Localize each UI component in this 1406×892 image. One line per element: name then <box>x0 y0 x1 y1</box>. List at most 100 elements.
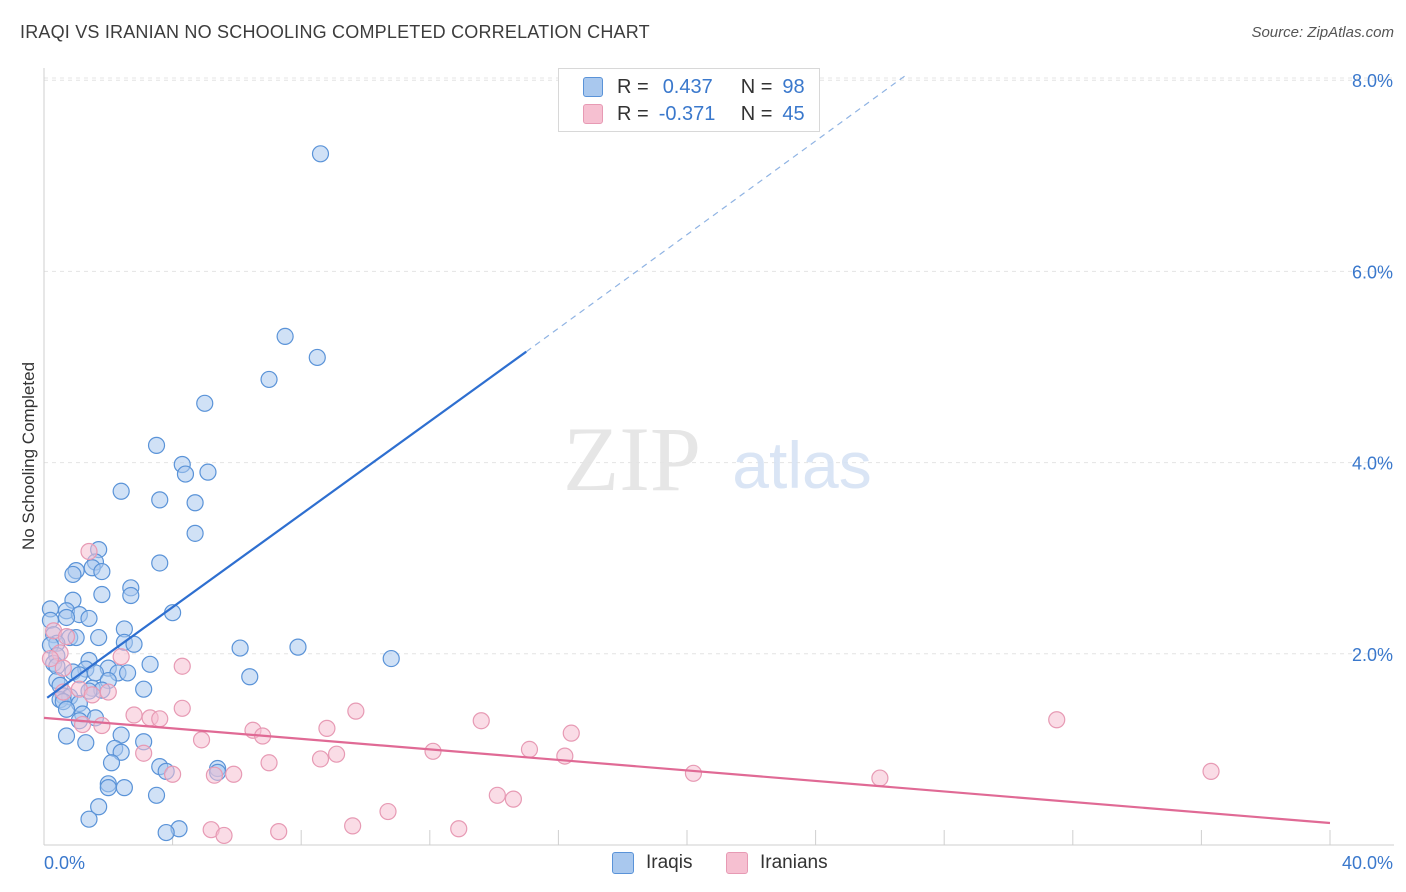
trend-line-iraqis <box>46 350 527 699</box>
watermark: ZIP atlas <box>563 408 872 510</box>
point-iranians <box>318 719 336 737</box>
point-iranians <box>344 817 362 835</box>
legend-swatch-iranians <box>583 104 603 124</box>
point-iranians <box>347 702 365 720</box>
point-iranians <box>57 627 76 646</box>
y-tick-label: 4.0% <box>1352 454 1393 474</box>
point-iranians <box>215 826 233 845</box>
point-iraqis <box>151 491 169 509</box>
point-iranians <box>41 649 60 668</box>
x-tick-labels: 0.0% 40.0% <box>44 853 1393 873</box>
point-iraqis <box>186 494 204 512</box>
point-iranians <box>83 686 101 704</box>
legend-n-label: N = <box>740 75 773 98</box>
point-iranians <box>871 769 889 787</box>
point-iranians <box>504 790 522 808</box>
point-iranians <box>125 706 143 724</box>
point-iraqis <box>112 743 130 761</box>
point-iraqis <box>199 463 217 481</box>
point-iranians <box>260 754 278 772</box>
x-tick-label: 0.0% <box>44 853 85 873</box>
y-tick-label: 2.0% <box>1352 645 1393 665</box>
point-iranians <box>112 648 130 666</box>
point-iranians <box>173 699 191 717</box>
point-iranians <box>151 710 169 728</box>
legend-r-value: -0.371 <box>658 102 716 125</box>
point-iraqis <box>260 370 278 389</box>
x-tick-label: 40.0% <box>1342 853 1393 873</box>
point-iraqis <box>112 482 130 500</box>
point-iraqis <box>241 668 259 686</box>
y-tick-label: 6.0% <box>1352 262 1393 282</box>
legend-r-value: 0.437 <box>662 75 713 98</box>
point-iraqis <box>289 638 307 656</box>
point-iranians <box>1048 711 1066 729</box>
axes <box>43 68 1394 846</box>
point-iranians <box>379 802 397 821</box>
point-iraqis <box>157 823 175 842</box>
point-iranians <box>684 764 703 782</box>
point-iranians <box>173 657 191 675</box>
point-iraqis <box>186 524 204 542</box>
point-iranians <box>192 731 211 749</box>
point-iranians <box>80 542 98 561</box>
point-iraqis <box>196 394 214 412</box>
point-iraqis <box>151 554 169 572</box>
point-iranians <box>225 765 243 783</box>
bottom-legend-label: Iranians <box>760 852 828 873</box>
bottom-legend-label: Iraqis <box>646 852 693 873</box>
point-iraqis <box>276 327 294 346</box>
point-iraqis <box>147 786 166 804</box>
source-label: Source: ZipAtlas.com <box>1251 24 1394 41</box>
point-iranians <box>562 724 580 742</box>
point-iraqis <box>118 664 137 682</box>
legend-r-label: R = <box>617 102 649 125</box>
legend-n-label: N = <box>740 102 773 125</box>
trend-lines <box>43 74 1331 825</box>
trend-line-iranians <box>43 716 1331 825</box>
point-iranians <box>99 683 117 701</box>
point-iraqis <box>80 609 98 628</box>
point-iraqis <box>135 680 153 698</box>
y-tick-labels: 2.0% 4.0% 6.0% 8.0% <box>1352 71 1393 665</box>
point-iranians <box>472 712 490 730</box>
point-iranians <box>311 750 330 768</box>
point-iraqis <box>57 700 76 718</box>
point-iranians <box>488 786 506 804</box>
point-iranians <box>327 745 346 763</box>
point-iraqis <box>122 586 140 605</box>
point-iranians <box>73 715 92 734</box>
bottom-legend-iranians: Iranians <box>726 852 828 874</box>
bottom-legend-iraqis: Iraqis <box>612 852 692 874</box>
gridlines <box>44 77 1394 655</box>
legend-row-iraqis: R = 0.437 N = 98 <box>583 74 805 100</box>
point-iranians <box>54 659 72 677</box>
point-iraqis <box>147 436 166 454</box>
point-iraqis <box>93 562 111 581</box>
point-iraqis <box>382 649 400 668</box>
point-iraqis <box>57 727 76 745</box>
legend-swatch-iraqis <box>583 77 603 97</box>
point-iranians <box>450 820 468 838</box>
point-iraqis <box>99 779 117 797</box>
point-iraqis <box>141 655 159 673</box>
trend-line-iraqis-extension <box>525 74 906 353</box>
point-iranians <box>135 744 153 762</box>
series-iranians <box>41 542 1220 845</box>
point-iraqis <box>115 779 133 797</box>
legend-r-label: R = <box>617 75 649 98</box>
watermark-atlas: atlas <box>732 428 871 502</box>
point-iraqis <box>90 628 108 647</box>
bottom-legend-swatch-iranians <box>726 852 748 874</box>
point-iraqis <box>64 565 82 584</box>
point-iraqis <box>231 639 249 657</box>
point-iranians <box>93 716 111 735</box>
legend-n-value: 98 <box>782 75 805 98</box>
legend: R = 0.437 N = 98 R = -0.371 N = 45 <box>558 68 820 132</box>
point-iranians <box>520 740 539 759</box>
point-iranians <box>270 823 288 841</box>
point-iraqis <box>308 348 326 367</box>
point-iraqis <box>93 585 111 604</box>
point-iranians <box>205 766 223 784</box>
